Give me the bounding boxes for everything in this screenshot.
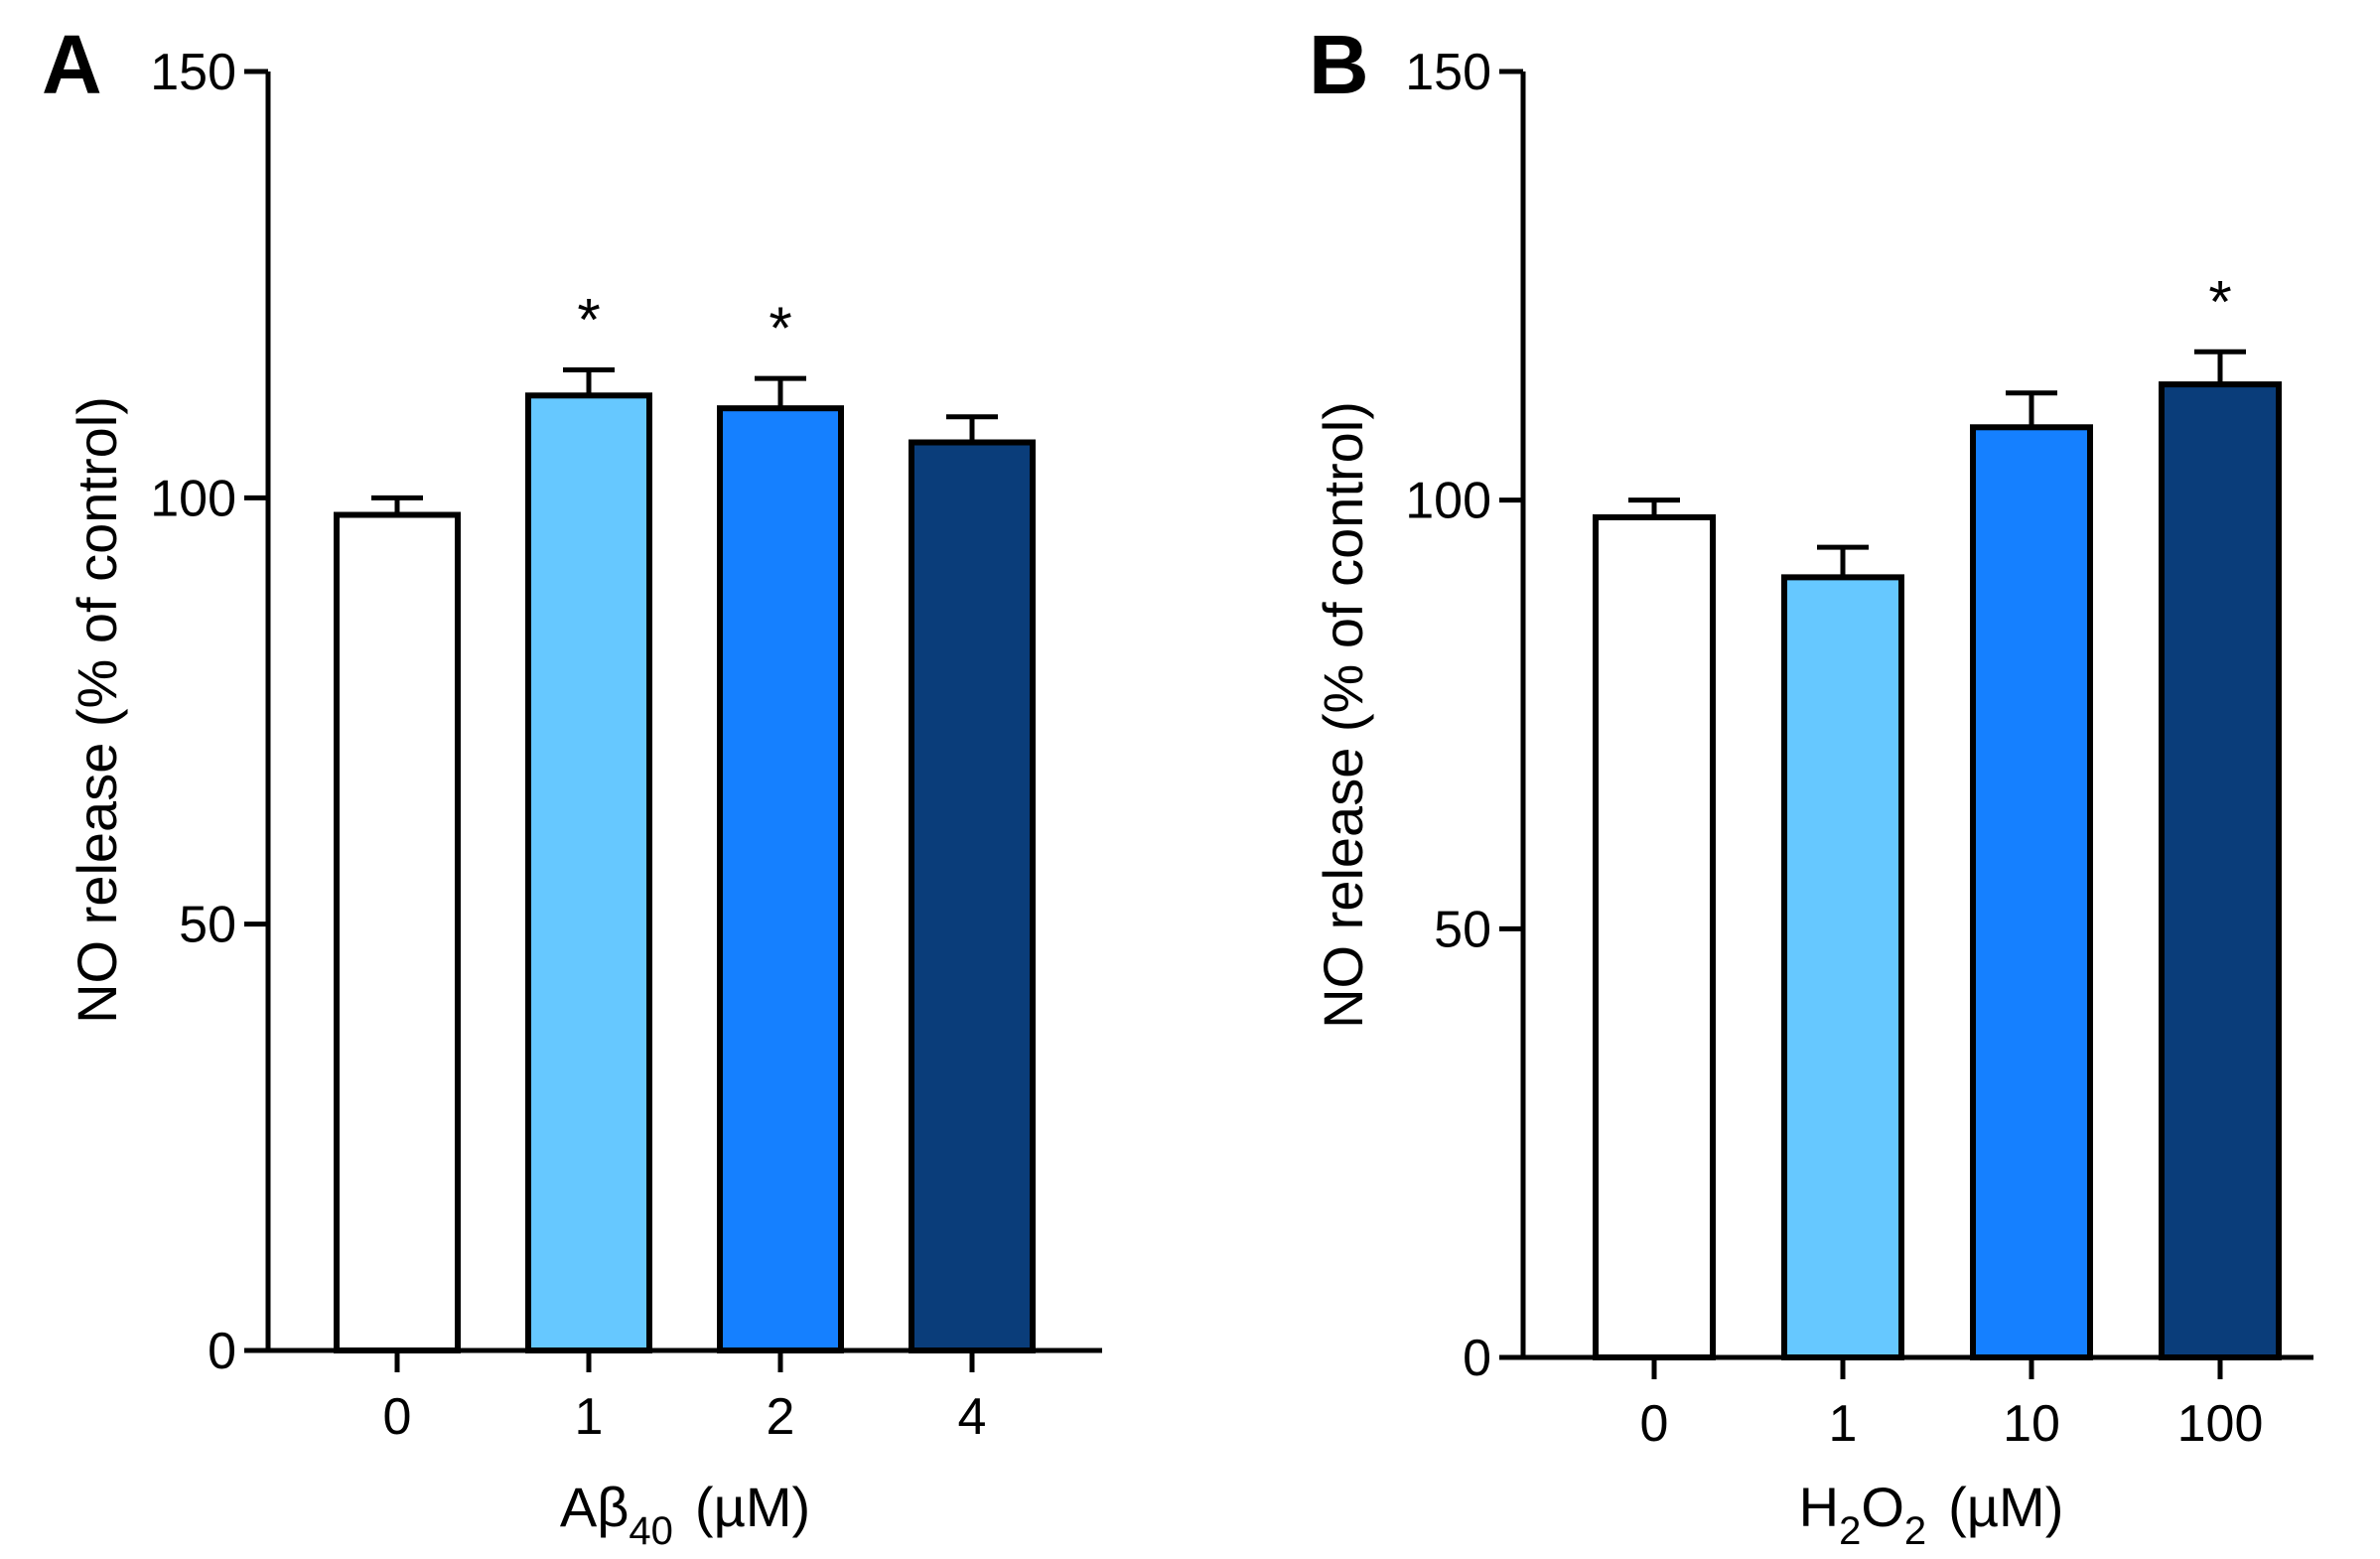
panel-a-bar: [717, 405, 844, 1353]
panel-b-bar: [1781, 574, 1904, 1360]
panel-a-y-tick-label: 50: [179, 897, 236, 954]
panel-b-y-ticks: 0 50 100 150: [1405, 44, 1523, 1387]
panel-a-significance-marker: *: [769, 295, 791, 361]
panel-b-bar: [2159, 381, 2282, 1361]
panel-b-x-tick-label: 10: [2003, 1395, 2060, 1453]
panel-b-bar: [1593, 513, 1716, 1360]
panel-b-y-tick-label: 50: [1434, 901, 1491, 958]
panel-a-x-tick-label: 1: [575, 1388, 604, 1446]
panel-a-x-tick-label: 0: [383, 1388, 412, 1446]
panel-b-y-tick-label: 100: [1405, 473, 1491, 530]
panel-a-y-tick-label: 100: [150, 470, 236, 527]
panel-a-y-tick-label: 0: [208, 1323, 236, 1380]
panel-a-x-ticks: 0 1 2 4: [383, 1350, 987, 1446]
panel-b-y-tick-label: 150: [1405, 44, 1491, 101]
panel-a-letter: A: [42, 18, 102, 111]
panel-a-bars: * *: [334, 287, 1036, 1353]
panel-b-x-axis-label: H2O2 (µM): [1799, 1476, 2064, 1553]
panel-b-y-tick-label: 0: [1463, 1330, 1491, 1387]
panel-a-x-axis-label: Aβ40 (µM): [560, 1476, 810, 1553]
panel-b-letter: B: [1309, 18, 1369, 111]
panel-a-y-ticks: 0 50 100 150: [150, 44, 268, 1380]
panel-b-x-tick-label: 100: [2177, 1395, 2264, 1453]
panel-a-x-tick-label: 4: [958, 1388, 987, 1446]
panel-b-x-ticks: 0 1 10 100: [1640, 1357, 2264, 1453]
panel-b-x-tick-label: 0: [1640, 1395, 1669, 1453]
panel-b-x-tick-label: 1: [1829, 1395, 1858, 1453]
panel-a-y-axis-label: NO release (% of control): [66, 396, 128, 1024]
panel-a-x-tick-label: 2: [767, 1388, 795, 1446]
panel-b-bar: [1970, 424, 2093, 1360]
panel-a-bar: [525, 392, 652, 1353]
panel-b-significance-marker: *: [2208, 268, 2231, 335]
panel-b-y-axis-label: NO release (% of control): [1312, 401, 1374, 1029]
panel-b: B * 0 50 100 150 0 1 10 100 NO release (% of c…: [1309, 18, 2313, 1553]
panel-a-bar: [334, 511, 461, 1353]
panel-a-significance-marker: *: [577, 287, 600, 354]
panel-b-bars: *: [1593, 268, 2282, 1361]
panel-a-y-tick-label: 150: [150, 44, 236, 101]
panel-a-bar: [909, 439, 1036, 1353]
